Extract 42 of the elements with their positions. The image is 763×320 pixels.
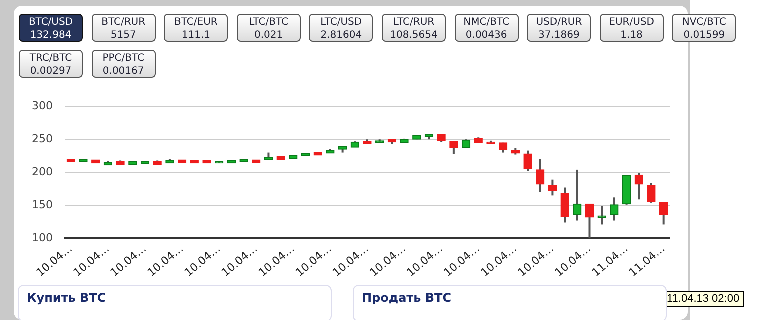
candlestick [573,168,582,222]
candlestick [634,172,644,201]
text: PPC/BTC [102,52,146,65]
y-tick-label: 100 [32,231,53,244]
text: LTC/RUR [392,16,436,29]
text: 0.01599 [682,29,726,42]
text: 0.00297 [29,65,73,78]
y-tick-label: 150 [32,198,53,212]
text: 1.18 [620,29,644,42]
candlestick [450,140,458,156]
candlestick [610,196,619,222]
text: NVC/BTC [681,16,728,29]
text: 5157 [110,29,138,42]
text: BTC/RUR [100,16,147,29]
text: USD/RUR [535,16,584,29]
y-tick-label: 200 [32,165,53,178]
text: 0.00167 [102,65,146,78]
candlestick [647,182,656,204]
text: 132.984 [29,29,73,42]
candlestick [536,158,545,194]
text: BTC/EUR [174,16,219,29]
text: 2.81604 [320,29,364,42]
y-tick-label: 250 [32,132,53,146]
text: 0.00436 [464,29,508,42]
text: EUR/USD [608,16,656,29]
text: 11.04.13 02:00 [663,291,744,307]
text: Купить BTC [27,291,106,305]
text: 111.1 [180,29,212,42]
candlestick [585,203,594,240]
candlestick [548,178,558,197]
candlestick [560,186,570,224]
text: TRC/BTC [28,52,74,65]
text: NMC/BTC [462,16,510,29]
text: LTC/USD [320,16,364,29]
text: 108.5654 [389,29,439,42]
text: Продать BTC [362,291,452,305]
text: BTC/USD [28,16,74,29]
candlestick [524,150,532,172]
y-tick-label: 300 [32,99,53,112]
text: LTC/BTC [248,16,290,29]
text: 0.021 [253,29,284,42]
text: 37.1869 [538,29,581,42]
